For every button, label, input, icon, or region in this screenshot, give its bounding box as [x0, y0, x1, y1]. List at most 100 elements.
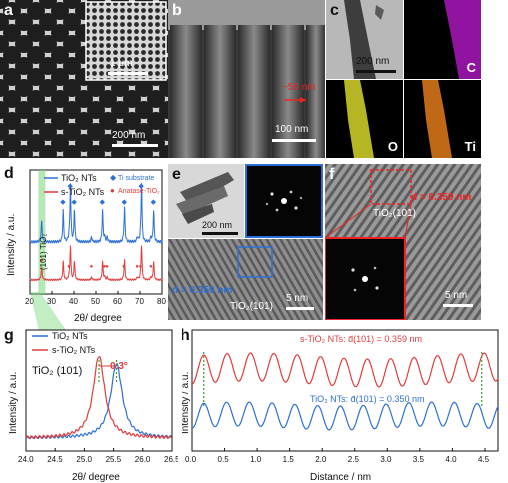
peak-annotation: TiO₂ (101) — [32, 365, 82, 377]
scale-label: 200 nm — [356, 56, 390, 67]
y-axis-label: Intensity / a.u. — [8, 372, 19, 434]
profile-series-1 — [191, 401, 499, 431]
x-tick-label: 4.5 — [478, 455, 490, 464]
tem-scale-label: 200 nm — [202, 220, 233, 230]
x-tick-label: 26.0 — [135, 455, 151, 464]
scale-label-f: 5 nm — [445, 290, 468, 301]
anatase-marker: ● — [149, 264, 153, 270]
ti-marker: ◆ — [139, 183, 145, 190]
x-axis-label: 2θ/ degree — [72, 472, 120, 483]
series-label-tio2: TiO₂ NTs: d̄(101) = 0.350 nm — [310, 394, 424, 404]
inset-scale-bar — [108, 72, 148, 75]
x-tick-label: 24.5 — [47, 455, 63, 464]
y-axis-label: Intensity / a.u. — [182, 372, 191, 434]
scale-label: 200 nm — [112, 130, 146, 141]
ti-marker: ◆ — [100, 199, 106, 206]
inset-scale-label: 1 μm — [110, 58, 133, 69]
anatase-marker: ● — [105, 264, 109, 270]
x-tick-label: 70 — [135, 297, 144, 306]
scale-bar — [112, 144, 158, 147]
panel-b-label: b — [172, 2, 182, 19]
x-tick-label: 24.0 — [18, 455, 34, 464]
x-tick-label: 40 — [69, 297, 78, 306]
eds-map-carbon: C — [404, 0, 481, 79]
panel-g-label: g — [4, 327, 14, 344]
panel-c-label: c — [330, 2, 339, 19]
xrd-series-1 — [29, 245, 163, 282]
tem-scale-bar — [202, 232, 238, 235]
legend-tio2: TiO₂ NTs — [61, 173, 97, 183]
eds-carbon-signal — [444, 0, 481, 79]
anatase-marker: ● — [135, 264, 139, 270]
panel-a-label: a — [4, 2, 13, 19]
x-axis-label: Distance / nm — [310, 472, 371, 483]
fft-pattern-e — [245, 164, 323, 238]
x-tick-label: 0.5 — [218, 455, 230, 464]
x-tick-label: 20 — [25, 297, 34, 306]
shift-label: 0.3° — [110, 361, 128, 372]
x-tick-label: 80 — [157, 297, 166, 306]
anatase-marker: ● — [139, 264, 143, 270]
x-tick-label: 30 — [47, 297, 56, 306]
map-label-c: C — [466, 60, 476, 75]
panel-d-label: d — [4, 165, 14, 182]
plane-label-f: TiO₂(101) — [373, 208, 416, 219]
ti-marker: ◆ — [67, 183, 73, 190]
panel-e-label: e — [172, 166, 181, 183]
stem-image — [344, 0, 384, 79]
x-tick-label: 25.5 — [106, 455, 122, 464]
panel-f-label: f — [329, 166, 335, 183]
marker-legend-anatase-symbol: ● — [110, 186, 115, 195]
x-tick-label: 25.0 — [76, 455, 92, 464]
chart-g-xrd-zoom: 24.0 24.5 25.0 25.5 26.0 26.5 g Intensity / a… — [4, 327, 178, 483]
lattice-fringes-f — [325, 164, 481, 320]
peak-label: (101) TiO₂ — [39, 234, 48, 270]
eds-oxygen-signal — [344, 80, 374, 158]
xrd-series-0 — [29, 183, 163, 244]
zoom-series-1 — [25, 355, 172, 440]
hr-scale-bar-e — [286, 307, 314, 310]
map-label-ti: Ti — [464, 139, 476, 154]
x-tick-label: 1.5 — [283, 455, 295, 464]
series-label-stio2: s-TiO₂ NTs: d̄(101) = 0.359 nm — [300, 334, 422, 344]
panel-h-label: h — [182, 327, 190, 344]
x-tick-label: 2.5 — [348, 455, 360, 464]
ti-marker: ◆ — [151, 199, 157, 206]
x-axis-label: 2θ/ degree — [74, 313, 122, 324]
anatase-marker: ● — [90, 264, 94, 270]
eds-titanium-signal — [422, 80, 452, 158]
x-tick-label: 50 — [91, 297, 100, 306]
x-tick-label: 60 — [113, 297, 122, 306]
ti-marker: ◆ — [71, 199, 77, 206]
y-axis-label: Intensity / a.u. — [6, 214, 17, 276]
scale-bar — [356, 70, 396, 73]
wall-annotation: ~50 nm — [282, 82, 316, 93]
map-label-o: O — [387, 139, 398, 154]
marker-legend-ti-symbol: ◆ — [110, 173, 117, 182]
panel-b-sem-cross: b ~50 nm 100 nm — [168, 0, 325, 158]
fft-spots — [265, 190, 303, 212]
tem-bundle-image — [176, 172, 234, 224]
legend-stio2: s-TiO₂ NTs — [61, 187, 105, 197]
x-tick-label: 1.0 — [250, 455, 262, 464]
marker-legend-ti: Ti substrate — [118, 175, 154, 182]
hrtem-lattice-e: d = 0.350 nm TiO₂(101) 5 nm — [168, 239, 323, 320]
profile-series-0 — [191, 352, 499, 388]
marker-legend-anatase: Anatase-TiO₂ — [118, 188, 160, 195]
eds-map-titanium: Ti — [404, 80, 481, 158]
anatase-marker: ● — [67, 264, 71, 270]
ti-marker: ◆ — [122, 199, 128, 206]
d-spacing-f: d = 0.359 nm — [411, 192, 472, 203]
plane-label-e: TiO₂(101) — [230, 301, 273, 312]
eds-map-oxygen: O — [326, 80, 403, 158]
x-tick-label: 26.5 — [164, 455, 178, 464]
legend-tio2: TiO₂ NTs — [52, 331, 88, 341]
ti-marker: ◆ — [60, 199, 66, 206]
chart-d-xrd: ◆◆◆ ◆ ◆◆◆●● ● ● ● ● ● ● ● 20 30 40 50 60 70 80 d Intens… — [4, 165, 166, 324]
scale-bar — [272, 139, 316, 142]
anatase-marker: ● — [122, 264, 126, 270]
zoom-series-0 — [25, 362, 172, 440]
x-tick-label: 2.0 — [315, 455, 327, 464]
x-tick-label: 4.0 — [445, 455, 457, 464]
lattice-fringes-e — [168, 239, 323, 320]
